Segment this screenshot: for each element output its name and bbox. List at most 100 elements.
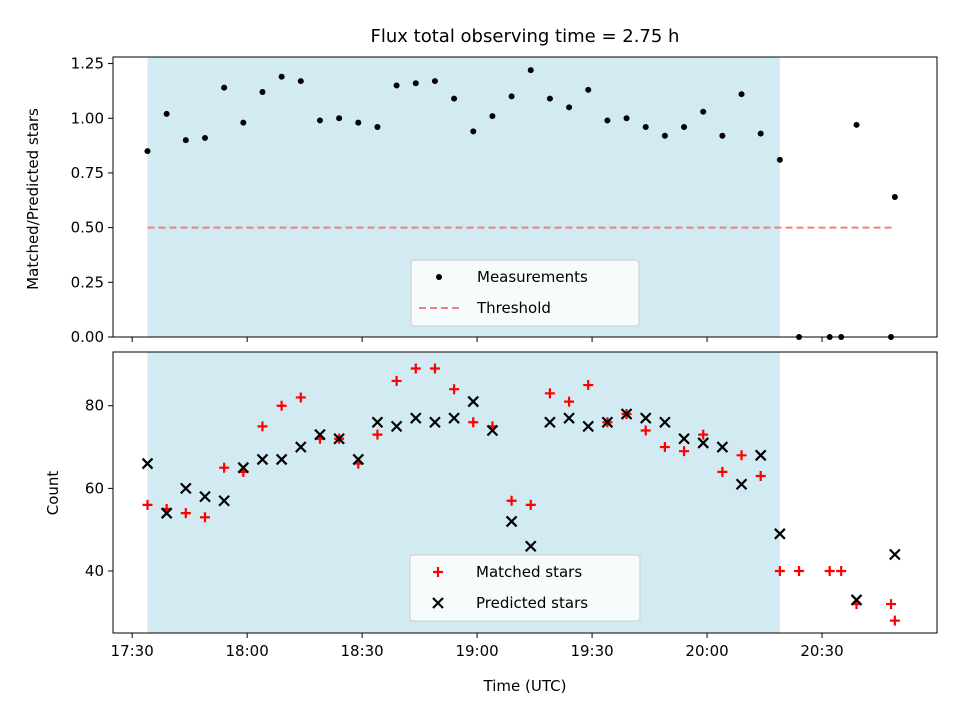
- top-point-measurements: [240, 119, 247, 126]
- bottom-point-predicted-stars: [889, 548, 901, 561]
- bottom-point-predicted-stars: [199, 490, 211, 503]
- top-point-measurements: [470, 128, 477, 135]
- bottom-point-matched-stars: [564, 396, 575, 407]
- bottom-point-matched-stars: [659, 442, 670, 453]
- bottom-point-matched-stars: [717, 466, 728, 477]
- bottom-point-matched-stars: [142, 499, 153, 510]
- bottom-legend-marker-matched-stars: [433, 567, 443, 577]
- bottom-point-matched-stars: [468, 417, 479, 428]
- bottom-point-matched-stars: [295, 392, 306, 403]
- top-point-measurements: [393, 82, 400, 89]
- top-point-measurements: [451, 95, 458, 102]
- top-point-measurements: [297, 78, 304, 85]
- bottom-point-predicted-stars: [639, 412, 652, 424]
- top-point-measurements: [661, 132, 668, 139]
- bottom-point-matched-stars: [372, 429, 383, 440]
- top-legend: Measurements Threshold: [410, 259, 640, 327]
- top-point-measurements: [738, 91, 745, 98]
- bottom-point-predicted-stars: [333, 433, 345, 445]
- bottom-point-predicted-stars: [544, 416, 556, 429]
- bottom-point-predicted-stars: [371, 416, 384, 429]
- top-point-measurements: [355, 119, 362, 126]
- top-point-measurements: [546, 95, 553, 102]
- bottom-point-predicted-stars: [295, 441, 307, 453]
- bottom-panel: 17:30 18:00 18:30 19:00 19:30 20:00 20:30 40 60 8…: [85, 351, 938, 660]
- top-y-tick-label: 0.00: [71, 328, 104, 346]
- bottom-point-predicted-stars: [429, 416, 441, 429]
- bottom-x-tick-label: 18:00: [226, 642, 269, 660]
- top-point-measurements: [585, 86, 592, 93]
- top-point-measurements: [508, 93, 515, 100]
- bottom-point-predicted-stars: [678, 433, 690, 445]
- bottom-point-matched-stars: [836, 566, 847, 577]
- bottom-point-matched-stars: [583, 380, 594, 391]
- bottom-point-predicted-stars: [774, 528, 786, 540]
- bottom-point-predicted-stars: [486, 424, 499, 437]
- bottom-x-tick-label: 18:30: [340, 642, 383, 660]
- bottom-point-matched-stars: [391, 375, 402, 386]
- top-point-measurements: [776, 156, 783, 163]
- top-y-tick-label: 1.00: [71, 109, 104, 127]
- top-legend-label-threshold: Threshold: [476, 299, 551, 317]
- top-point-measurements: [719, 132, 726, 139]
- top-point-measurements: [144, 148, 151, 155]
- bottom-y-tick-label: 60: [85, 479, 104, 497]
- bottom-point-matched-stars: [429, 363, 440, 374]
- top-point-measurements: [853, 121, 860, 128]
- bottom-point-predicted-stars: [141, 457, 154, 470]
- top-point-measurements: [412, 80, 419, 87]
- bottom-x-tick-label: 20:30: [800, 642, 843, 660]
- bottom-point-matched-stars: [794, 566, 805, 577]
- bottom-point-predicted-stars: [850, 594, 863, 606]
- bottom-point-matched-stars: [219, 462, 230, 473]
- bottom-x-tick-label: 19:00: [455, 642, 498, 660]
- bottom-legend: Matched stars Predicted stars: [409, 554, 641, 622]
- bottom-point-matched-stars: [506, 495, 517, 506]
- bottom-point-matched-stars: [276, 400, 287, 411]
- bottom-point-matched-stars: [544, 388, 555, 399]
- bottom-x-tick-label: 17:30: [111, 642, 154, 660]
- bottom-point-matched-stars: [449, 384, 460, 395]
- top-point-measurements: [757, 130, 764, 137]
- bottom-legend-label-predicted-stars: Predicted stars: [476, 594, 588, 612]
- bottom-point-matched-stars: [824, 566, 835, 577]
- bottom-legend-marker-predicted-stars: [432, 597, 444, 609]
- bottom-legend-label-matched-stars: Matched stars: [476, 563, 582, 581]
- bottom-legend-box: [409, 554, 641, 622]
- bottom-x-tick-label: 19:30: [570, 642, 613, 660]
- top-point-measurements: [374, 124, 381, 130]
- bottom-axes-frame: [112, 351, 938, 634]
- top-panel: 0.00 0.25 0.50 0.75 1.00 1.25 Measurements Thre…: [71, 55, 938, 346]
- bottom-point-predicted-stars: [716, 441, 729, 453]
- top-legend-marker-measurements: [436, 274, 442, 280]
- bottom-point-predicted-stars: [180, 482, 192, 495]
- top-point-measurements: [700, 108, 707, 115]
- top-point-measurements: [642, 124, 649, 130]
- bottom-point-matched-stars: [525, 499, 536, 510]
- bottom-point-predicted-stars: [275, 453, 288, 466]
- bottom-point-predicted-stars: [505, 515, 518, 528]
- top-point-measurements: [431, 78, 438, 85]
- bottom-point-predicted-stars: [735, 478, 748, 491]
- bottom-point-predicted-stars: [754, 449, 767, 462]
- top-legend-label-measurements: Measurements: [477, 268, 588, 286]
- top-axes-frame: [112, 56, 938, 338]
- top-point-measurements: [221, 84, 228, 91]
- top-point-measurements: [182, 137, 189, 144]
- top-point-measurements: [623, 115, 630, 122]
- bottom-point-matched-stars: [886, 599, 897, 610]
- bottom-point-predicted-stars: [582, 420, 595, 433]
- chart-title: Flux total observing time = 2.75 h: [371, 26, 680, 47]
- bottom-point-predicted-stars: [218, 494, 230, 507]
- bottom-point-predicted-stars: [601, 416, 614, 429]
- top-y-tick-label: 0.50: [71, 219, 104, 237]
- bottom-y-tick-label: 40: [85, 562, 104, 580]
- top-point-measurements: [681, 124, 688, 130]
- bottom-x-tick-label: 20:00: [685, 642, 728, 660]
- bottom-point-matched-stars: [698, 429, 709, 440]
- bottom-point-matched-stars: [257, 421, 268, 432]
- bottom-point-predicted-stars: [467, 395, 480, 408]
- bottom-point-predicted-stars: [390, 420, 403, 433]
- top-y-tick-label: 1.25: [71, 55, 104, 73]
